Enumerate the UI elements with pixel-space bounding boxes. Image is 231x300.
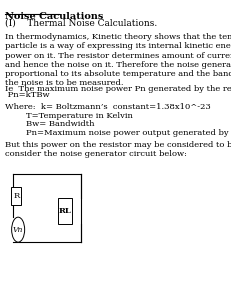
Text: RL: RL xyxy=(59,207,71,215)
Text: Noise Caculations: Noise Caculations xyxy=(5,12,103,21)
Text: R: R xyxy=(13,192,19,200)
Text: Pn=Maximum noise power output generated by the  resistor.: Pn=Maximum noise power output generated … xyxy=(5,129,231,136)
FancyBboxPatch shape xyxy=(58,198,72,224)
Text: Pn=kTBw: Pn=kTBw xyxy=(5,91,50,99)
Text: Where:  k= Boltzmann’s  constant=1.38x10^-23: Where: k= Boltzmann’s constant=1.38x10^-… xyxy=(5,103,211,111)
Text: Vn: Vn xyxy=(13,226,23,234)
FancyBboxPatch shape xyxy=(12,187,21,205)
Text: Bw= Bandwidth: Bw= Bandwidth xyxy=(5,120,95,128)
Text: (I)    Thermal Noise Calculations.: (I) Thermal Noise Calculations. xyxy=(5,19,158,28)
Text: In thermodynamics, Kinetic theory shows that the temperature of a
particle is a : In thermodynamics, Kinetic theory shows … xyxy=(5,33,231,87)
Text: Ie  The maximum noise power Pn generated by the resistor is given as:: Ie The maximum noise power Pn generated … xyxy=(5,85,231,93)
Ellipse shape xyxy=(12,217,25,242)
Text: T=Temperature in Kelvin: T=Temperature in Kelvin xyxy=(5,112,133,120)
Text: But this power on the resistor may be considered to be noise generator,
consider: But this power on the resistor may be co… xyxy=(5,141,231,158)
